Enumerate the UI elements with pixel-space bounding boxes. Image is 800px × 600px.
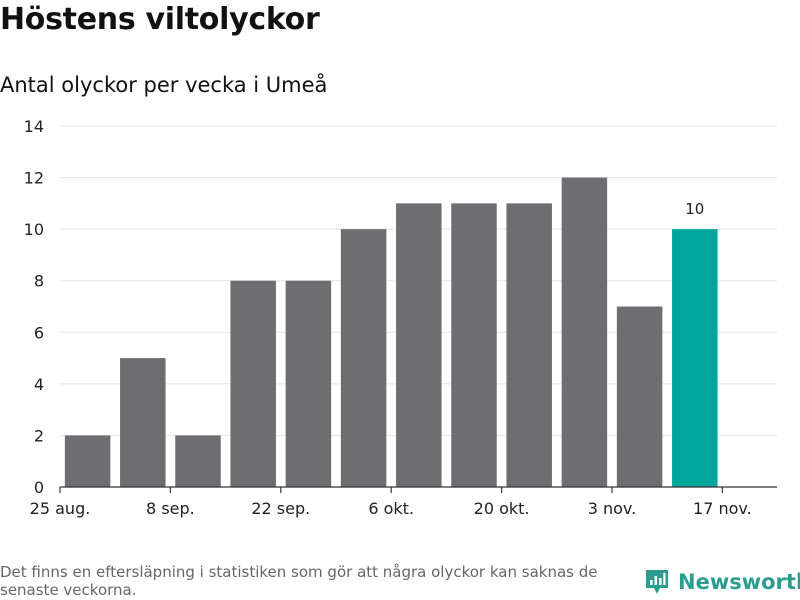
bar xyxy=(175,435,221,487)
y-tick-label: 8 xyxy=(34,272,44,291)
bar xyxy=(506,203,552,487)
y-tick-label: 0 xyxy=(34,478,44,497)
x-tick-label: 25 aug. xyxy=(30,499,91,518)
y-tick-label: 4 xyxy=(34,375,44,394)
bar xyxy=(561,177,608,488)
bar xyxy=(616,306,663,487)
bar xyxy=(451,203,497,487)
y-tick-label: 14 xyxy=(24,117,44,136)
x-axis: 25 aug. 8 sep. 22 sep. 6 okt. 20 okt. 3 nov. 1… xyxy=(30,486,777,518)
x-tick-label: 8 sep. xyxy=(146,499,195,518)
bar xyxy=(396,203,442,487)
y-tick-label: 6 xyxy=(34,323,44,342)
bar xyxy=(120,358,166,487)
chart-title: Höstens viltolyckor xyxy=(0,2,320,37)
x-tick-label: 17 nov. xyxy=(693,499,752,518)
data-label: 10 xyxy=(685,200,704,218)
y-tick-label: 12 xyxy=(24,169,44,188)
bar xyxy=(230,280,276,487)
newsworthy-logo-icon xyxy=(646,570,668,594)
data-labels: 10 xyxy=(685,200,704,218)
chart-subtitle: Antal olyckor per vecka i Umeå xyxy=(0,73,328,97)
bar xyxy=(285,280,332,487)
y-tick-label: 2 xyxy=(34,426,44,445)
bar xyxy=(340,229,387,487)
bar xyxy=(672,229,718,487)
brand-name: Newsworthy xyxy=(678,570,800,594)
bars xyxy=(64,177,718,488)
x-tick-label: 3 nov. xyxy=(588,499,637,518)
y-tick-label: 10 xyxy=(24,220,44,239)
x-tick-label: 20 okt. xyxy=(474,499,530,518)
brand[interactable]: Newsworthy xyxy=(644,568,800,596)
bar-chart: 0 2 4 6 8 10 12 14 10 25 aug. 8 sep. 22 sep. 6 okt… xyxy=(24,117,777,518)
x-tick-label: 6 okt. xyxy=(368,499,414,518)
y-axis-labels: 0 2 4 6 8 10 12 14 xyxy=(24,117,44,497)
footnote: Det finns en eftersläpning i statistiken… xyxy=(0,563,598,599)
x-tick-label: 22 sep. xyxy=(251,499,310,518)
bar xyxy=(64,435,111,487)
